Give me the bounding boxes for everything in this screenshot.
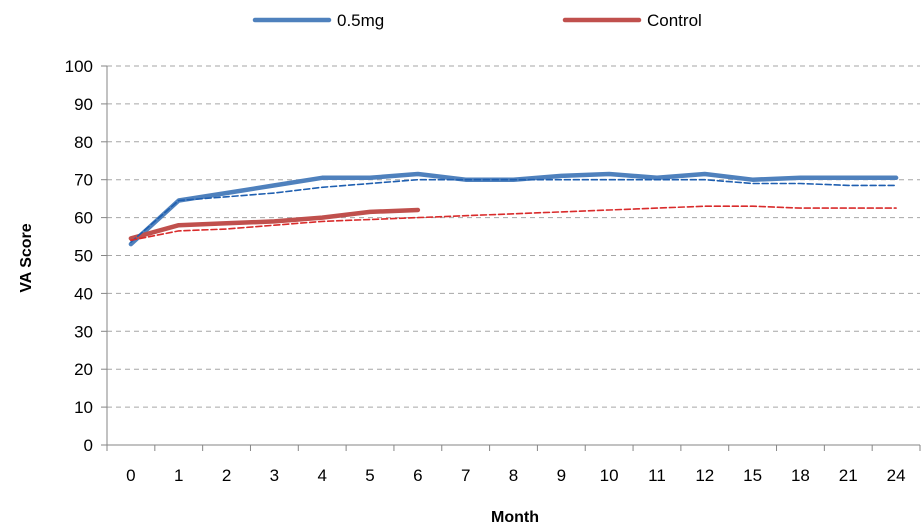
y-tick-label: 100	[65, 57, 93, 76]
legend: 0.5mg Control	[252, 11, 702, 30]
x-tick-label: 7	[461, 466, 470, 485]
x-tick-label: 12	[695, 466, 714, 485]
gridlines	[107, 65, 920, 408]
x-tick-label: 1	[174, 466, 183, 485]
x-tick-label: 21	[839, 466, 858, 485]
y-tick-label: 70	[74, 171, 93, 190]
x-tick-label: 8	[509, 466, 518, 485]
y-tick-label: 0	[84, 436, 93, 455]
series-line-1	[128, 207, 421, 241]
x-tick-label: 18	[791, 466, 810, 485]
y-tick-label: 40	[74, 284, 93, 303]
y-tick-label: 80	[74, 133, 93, 152]
x-tick-label: 9	[557, 466, 566, 485]
x-tick-label: 0	[126, 466, 135, 485]
axes	[101, 65, 921, 451]
x-tick-label: 15	[743, 466, 762, 485]
series-line-2	[130, 178, 897, 243]
y-tick-label: 10	[74, 398, 93, 417]
x-tick-labels: 0 1 2 3 4 5 6 7 8 9 10 11 12 15 18 21 24	[126, 466, 905, 485]
y-tick-label: 30	[74, 322, 93, 341]
x-tick-label: 10	[600, 466, 619, 485]
series-lines	[128, 171, 899, 247]
y-tick-label: 90	[74, 95, 93, 114]
x-axis-title: Month	[491, 509, 539, 526]
y-axis-title: VA Score	[18, 223, 35, 292]
y-tick-label: 50	[74, 247, 93, 266]
x-tick-label: 11	[648, 466, 666, 485]
series-line-3	[130, 205, 897, 242]
x-tick-label: 4	[317, 466, 326, 485]
y-tick-label: 60	[74, 209, 93, 228]
y-tick-labels: 0 10 20 30 40 50 60 70 80 90 100	[65, 57, 93, 455]
x-tick-label: 6	[413, 466, 422, 485]
y-tick-label: 20	[74, 360, 93, 379]
legend-label-1: Control	[647, 11, 702, 30]
x-tick-label: 24	[887, 466, 906, 485]
series-line-0	[128, 171, 899, 247]
x-tick-label: 3	[270, 466, 279, 485]
legend-label-0: 0.5mg	[337, 11, 384, 30]
x-tick-label: 2	[222, 466, 231, 485]
x-tick-label: 5	[365, 466, 374, 485]
